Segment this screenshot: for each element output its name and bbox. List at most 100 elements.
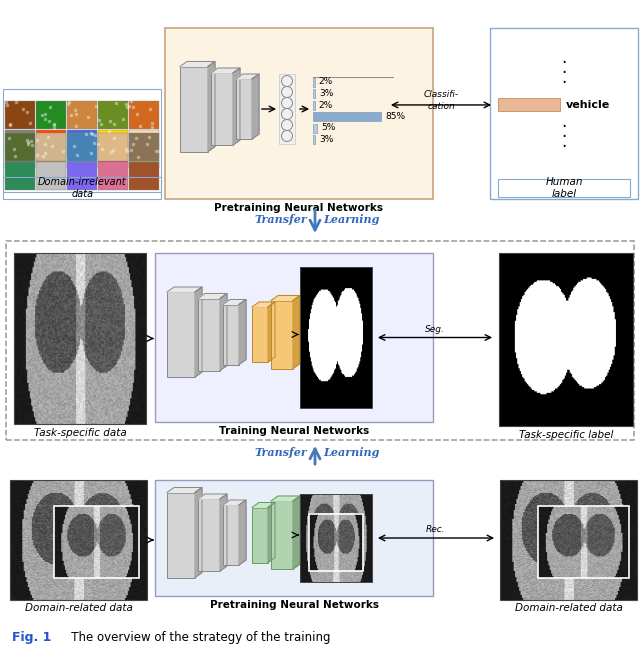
Text: Learning: Learning: [323, 214, 380, 225]
Bar: [499, 253, 633, 426]
Text: 5%: 5%: [321, 123, 335, 133]
Polygon shape: [271, 496, 300, 501]
Bar: [67, 162, 97, 190]
Bar: [54, 506, 139, 579]
Bar: [167, 292, 195, 377]
Polygon shape: [220, 293, 227, 370]
Circle shape: [282, 76, 292, 86]
Polygon shape: [252, 503, 275, 507]
Polygon shape: [293, 496, 300, 569]
Bar: [10, 480, 147, 600]
Text: Learning: Learning: [323, 447, 380, 458]
Text: 2%: 2%: [319, 101, 333, 110]
Bar: [3, 177, 161, 199]
Bar: [313, 89, 316, 98]
Text: ·: ·: [561, 128, 566, 146]
Text: Transfer: Transfer: [254, 447, 307, 458]
Polygon shape: [252, 302, 275, 307]
Text: Task-specific label: Task-specific label: [519, 430, 613, 440]
Circle shape: [282, 86, 292, 97]
Text: Domain-irrelevant
data: Domain-irrelevant data: [38, 177, 127, 199]
Polygon shape: [198, 293, 227, 298]
Text: Human
label: Human label: [545, 177, 583, 199]
Bar: [271, 300, 293, 368]
Bar: [490, 28, 638, 199]
Bar: [98, 130, 128, 158]
Bar: [5, 159, 35, 168]
Bar: [313, 112, 381, 121]
Bar: [313, 135, 316, 144]
Bar: [5, 130, 35, 158]
Text: vehicle: vehicle: [566, 100, 611, 110]
Bar: [129, 130, 159, 158]
Polygon shape: [208, 61, 215, 151]
Text: cation: cation: [427, 103, 455, 112]
Text: Rec.: Rec.: [426, 526, 446, 535]
Text: Domain-related data: Domain-related data: [24, 603, 132, 613]
Text: 3%: 3%: [319, 89, 334, 98]
Bar: [300, 267, 372, 408]
Polygon shape: [239, 300, 246, 364]
Text: Domain-related data: Domain-related data: [515, 603, 623, 613]
Bar: [36, 130, 66, 158]
Bar: [313, 78, 315, 86]
Bar: [223, 505, 239, 565]
Polygon shape: [233, 68, 240, 145]
Bar: [98, 133, 128, 161]
Bar: [3, 89, 161, 192]
Bar: [98, 159, 128, 168]
Text: ·: ·: [561, 64, 566, 82]
Bar: [67, 133, 97, 161]
Bar: [198, 298, 220, 370]
Bar: [6, 241, 634, 440]
Bar: [165, 28, 433, 199]
Bar: [198, 499, 220, 571]
Bar: [180, 67, 208, 151]
Bar: [223, 304, 239, 364]
Text: ·: ·: [561, 138, 566, 156]
Bar: [36, 162, 66, 190]
Bar: [167, 492, 195, 577]
Text: ·: ·: [561, 54, 566, 72]
Bar: [500, 480, 637, 600]
Bar: [67, 101, 97, 129]
Polygon shape: [271, 296, 300, 300]
Text: 85%: 85%: [385, 112, 405, 121]
Text: Classifi-: Classifi-: [424, 91, 459, 99]
Bar: [14, 253, 146, 424]
Bar: [36, 159, 66, 168]
Bar: [313, 123, 317, 133]
Circle shape: [282, 131, 292, 142]
Text: Seg.: Seg.: [425, 325, 445, 334]
Bar: [129, 101, 159, 129]
Bar: [36, 133, 66, 161]
Bar: [155, 480, 433, 596]
Polygon shape: [293, 296, 300, 368]
Polygon shape: [211, 68, 240, 73]
Bar: [98, 101, 128, 129]
Bar: [308, 515, 363, 571]
Text: Task-specific data: Task-specific data: [34, 428, 126, 438]
Bar: [155, 253, 433, 422]
Text: Training Neural Networks: Training Neural Networks: [219, 426, 369, 436]
Text: ·: ·: [561, 118, 566, 136]
Circle shape: [282, 108, 292, 119]
Bar: [67, 130, 97, 158]
Bar: [5, 133, 35, 161]
Polygon shape: [268, 503, 275, 562]
Polygon shape: [167, 287, 202, 292]
Bar: [36, 101, 66, 129]
Text: The overview of the strategy of the training: The overview of the strategy of the trai…: [60, 631, 330, 645]
Bar: [313, 101, 315, 110]
Bar: [498, 99, 560, 112]
Bar: [279, 74, 295, 144]
Bar: [129, 159, 159, 168]
Bar: [252, 507, 268, 562]
Polygon shape: [180, 61, 215, 67]
Text: Fig. 1: Fig. 1: [12, 631, 51, 645]
Polygon shape: [236, 74, 259, 79]
Bar: [129, 162, 159, 190]
Bar: [211, 73, 233, 145]
Bar: [5, 162, 35, 190]
Bar: [129, 133, 159, 161]
